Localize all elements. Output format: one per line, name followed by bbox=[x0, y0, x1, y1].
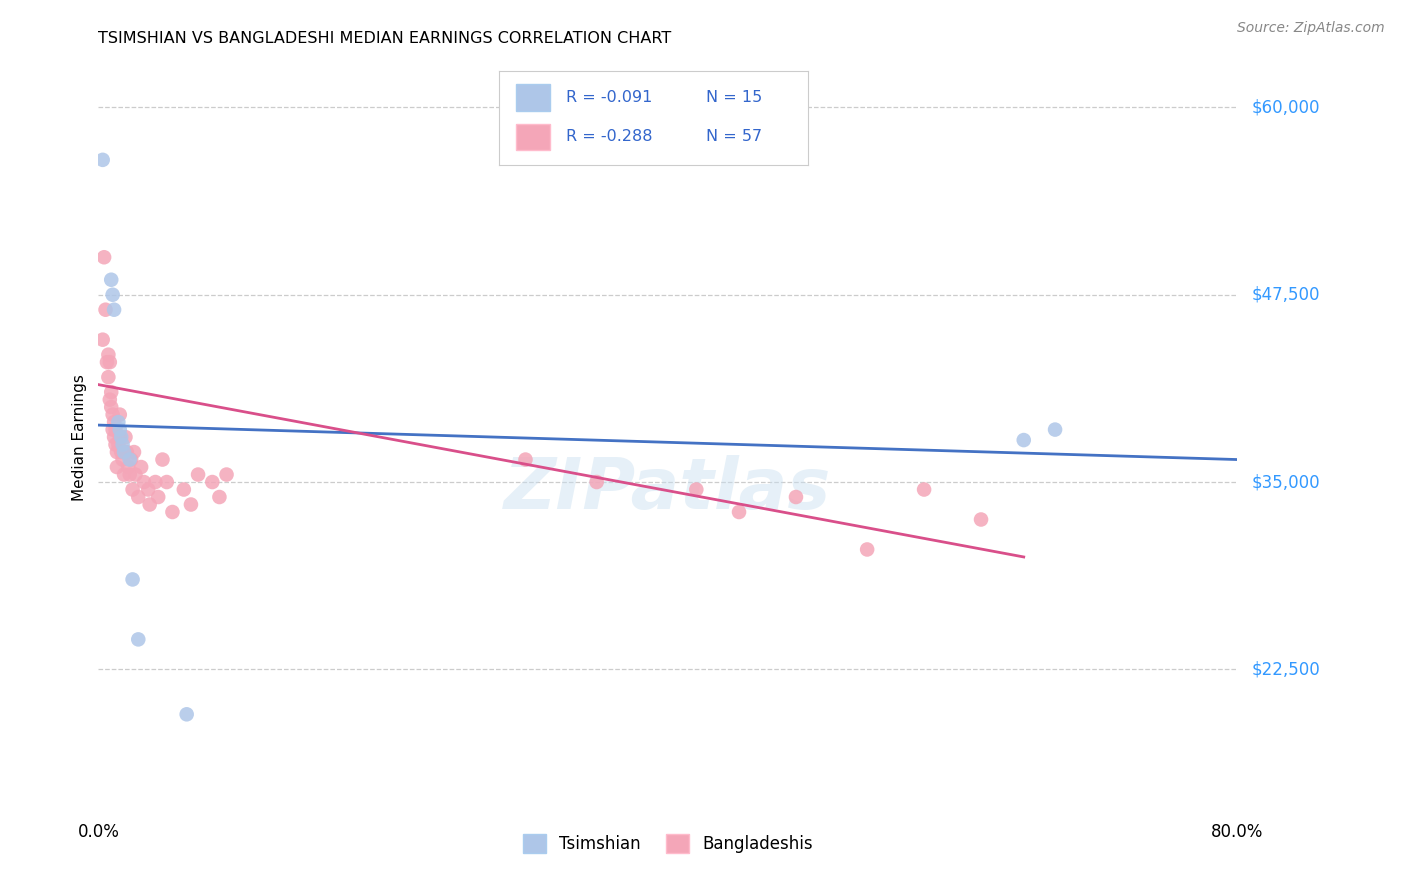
Point bbox=[136, 483, 159, 497]
Point bbox=[127, 632, 149, 647]
Point bbox=[107, 415, 129, 429]
Text: N = 15: N = 15 bbox=[706, 90, 762, 105]
Point bbox=[101, 423, 124, 437]
Text: R = -0.288: R = -0.288 bbox=[565, 129, 652, 145]
Point bbox=[100, 385, 122, 400]
Point bbox=[98, 355, 121, 369]
Point bbox=[127, 490, 149, 504]
Point bbox=[117, 460, 139, 475]
Point bbox=[98, 392, 121, 407]
Bar bbox=[516, 85, 550, 111]
Point bbox=[122, 445, 145, 459]
Text: N = 57: N = 57 bbox=[706, 129, 762, 145]
Point bbox=[112, 467, 135, 482]
Point bbox=[120, 452, 142, 467]
Point bbox=[728, 505, 751, 519]
Point bbox=[97, 370, 120, 384]
Point bbox=[105, 445, 128, 459]
Point bbox=[103, 430, 125, 444]
Point bbox=[121, 573, 143, 587]
Y-axis label: Median Earnings: Median Earnings bbox=[72, 374, 87, 500]
Point bbox=[93, 250, 115, 264]
Text: Source: ZipAtlas.com: Source: ZipAtlas.com bbox=[1237, 21, 1385, 35]
Point bbox=[124, 467, 146, 482]
Text: $35,000: $35,000 bbox=[1251, 473, 1320, 491]
Legend: Tsimshian, Bangladeshis: Tsimshian, Bangladeshis bbox=[516, 827, 820, 860]
Point bbox=[107, 437, 129, 451]
Point bbox=[115, 445, 138, 459]
Point bbox=[215, 467, 238, 482]
Point bbox=[176, 707, 198, 722]
Point bbox=[152, 452, 174, 467]
Point bbox=[148, 490, 170, 504]
Point bbox=[201, 475, 224, 489]
Point bbox=[129, 460, 152, 475]
Point bbox=[108, 430, 131, 444]
Point bbox=[101, 287, 124, 301]
Point bbox=[97, 348, 120, 362]
Point bbox=[111, 437, 134, 451]
Point bbox=[100, 400, 122, 414]
Point bbox=[118, 467, 141, 482]
Point bbox=[145, 475, 167, 489]
Point bbox=[114, 430, 136, 444]
Point bbox=[180, 498, 202, 512]
Point bbox=[112, 445, 135, 459]
Bar bbox=[516, 124, 550, 150]
Point bbox=[118, 452, 141, 467]
Point bbox=[100, 273, 122, 287]
Point bbox=[585, 475, 607, 489]
Point bbox=[1043, 423, 1066, 437]
Point bbox=[138, 498, 160, 512]
Point bbox=[91, 333, 114, 347]
Point bbox=[110, 430, 132, 444]
Point bbox=[103, 302, 125, 317]
Point bbox=[173, 483, 195, 497]
Point bbox=[108, 423, 131, 437]
Point bbox=[162, 505, 184, 519]
Point bbox=[121, 483, 143, 497]
Point bbox=[105, 460, 128, 475]
Point bbox=[132, 475, 155, 489]
Point bbox=[187, 467, 209, 482]
Text: $60,000: $60,000 bbox=[1251, 98, 1320, 116]
Text: $47,500: $47,500 bbox=[1251, 285, 1320, 303]
Point bbox=[104, 437, 127, 451]
Point bbox=[515, 452, 537, 467]
Point bbox=[103, 415, 125, 429]
Point bbox=[96, 355, 118, 369]
Point bbox=[970, 512, 993, 526]
Point bbox=[94, 302, 117, 317]
Point bbox=[104, 423, 127, 437]
Point bbox=[112, 445, 135, 459]
Point bbox=[685, 483, 707, 497]
Point bbox=[108, 408, 131, 422]
Text: R = -0.091: R = -0.091 bbox=[565, 90, 652, 105]
Point bbox=[785, 490, 807, 504]
Point bbox=[101, 408, 124, 422]
Point bbox=[156, 475, 179, 489]
Text: $22,500: $22,500 bbox=[1251, 660, 1320, 678]
Point bbox=[856, 542, 879, 557]
Text: TSIMSHIAN VS BANGLADESHI MEDIAN EARNINGS CORRELATION CHART: TSIMSHIAN VS BANGLADESHI MEDIAN EARNINGS… bbox=[98, 31, 672, 46]
Point bbox=[208, 490, 231, 504]
Point bbox=[110, 445, 132, 459]
Point bbox=[111, 452, 134, 467]
Point bbox=[91, 153, 114, 167]
Text: ZIPatlas: ZIPatlas bbox=[505, 455, 831, 524]
Point bbox=[912, 483, 935, 497]
Point bbox=[1012, 433, 1035, 447]
